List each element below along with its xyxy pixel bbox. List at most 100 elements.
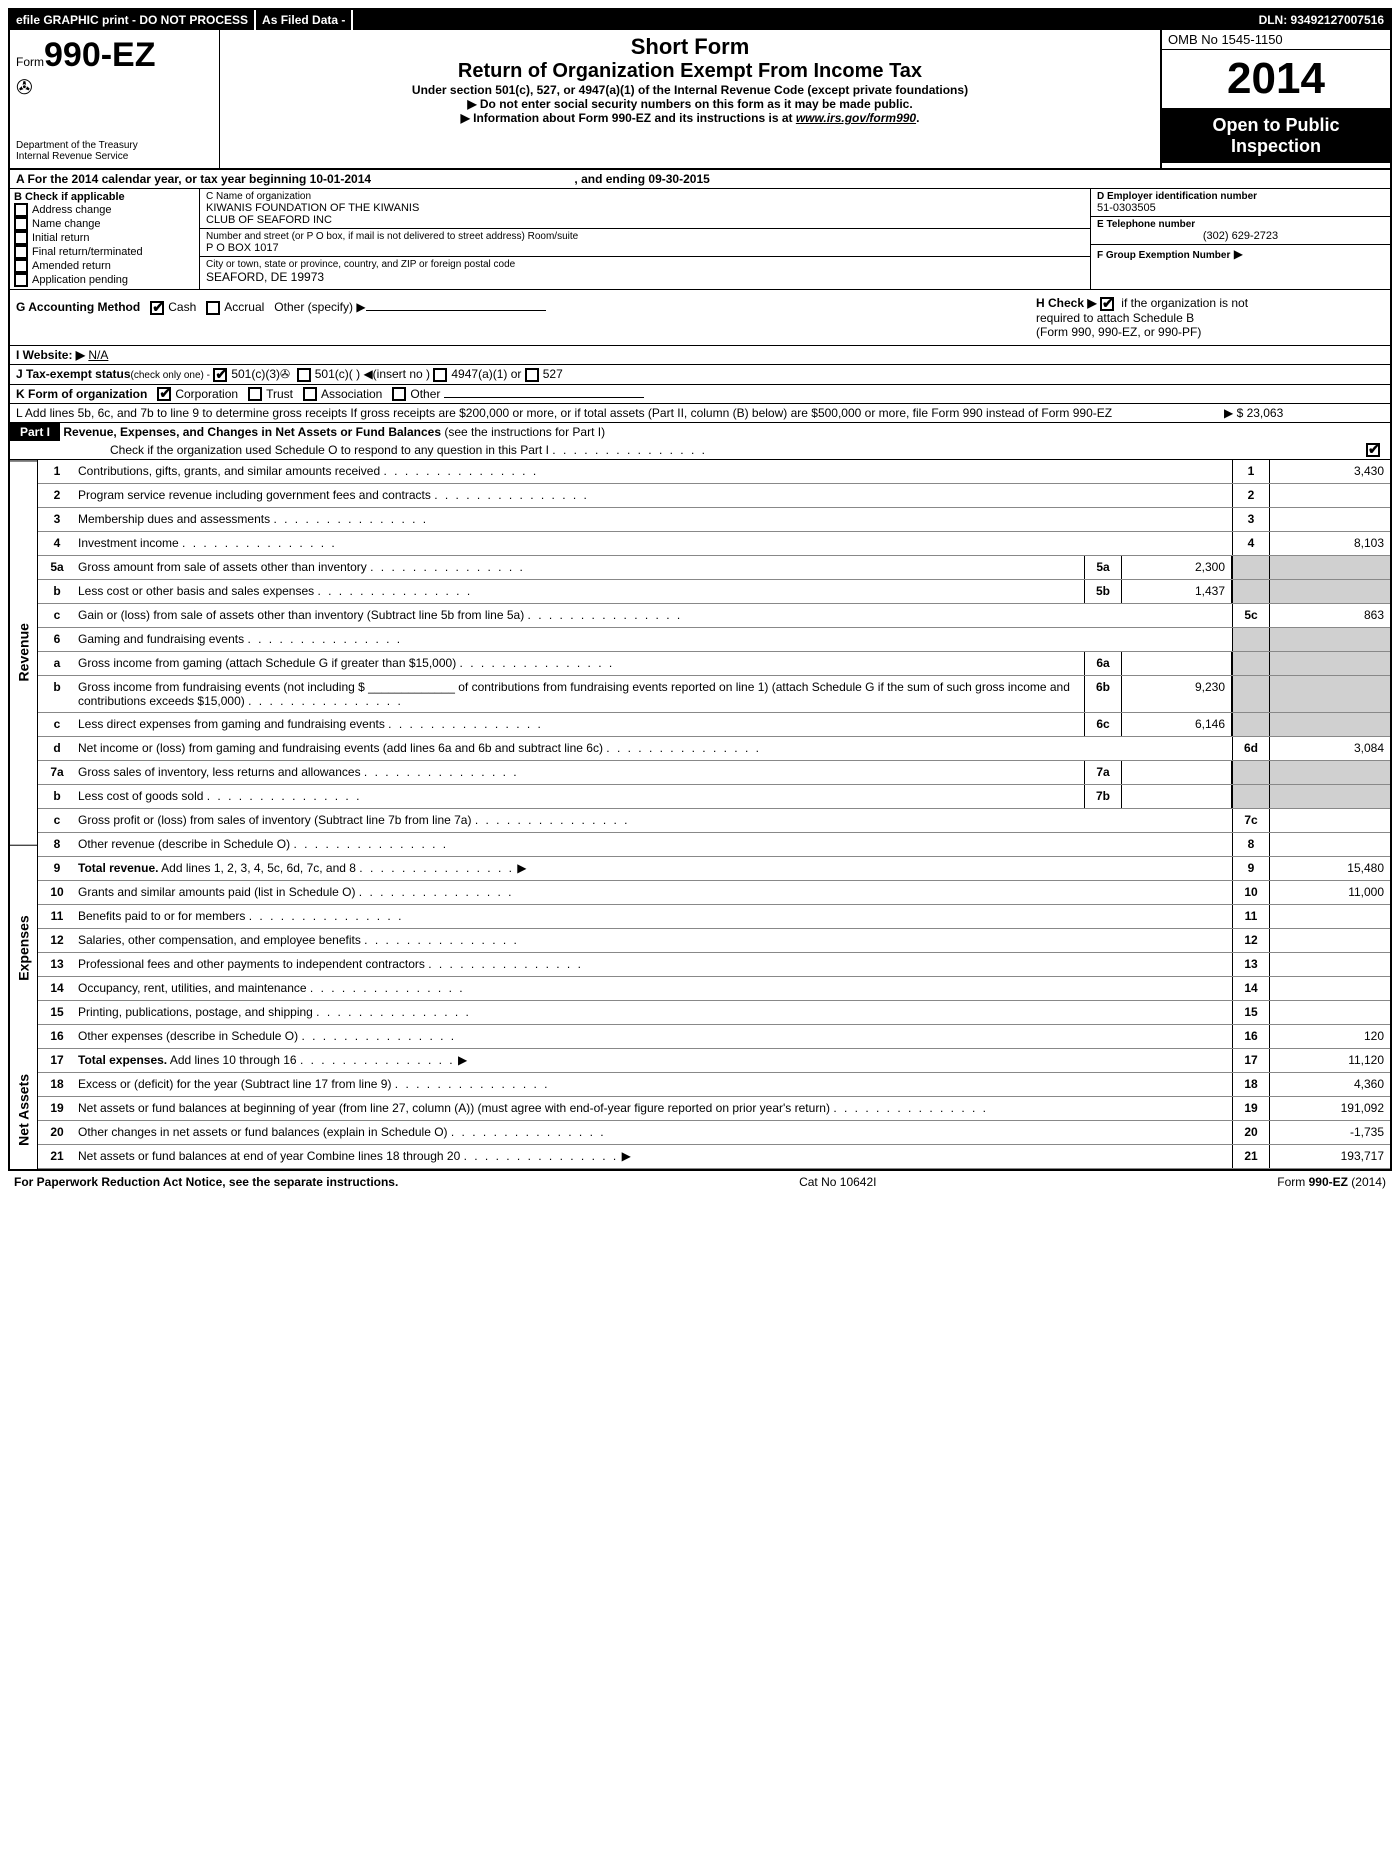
checkbox-other[interactable] <box>392 387 406 401</box>
line-desc: Net assets or fund balances at end of ye… <box>76 1145 1232 1168</box>
form-footer: For Paperwork Reduction Act Notice, see … <box>8 1171 1392 1193</box>
right-val: 3,084 <box>1270 737 1390 760</box>
right-num <box>1232 652 1270 675</box>
line-num: 14 <box>38 977 76 1000</box>
org-name-1: KIWANIS FOUNDATION OF THE KIWANIS <box>206 202 1084 214</box>
checkbox-501c[interactable] <box>297 368 311 382</box>
right-val <box>1270 761 1390 784</box>
line-desc: Gross amount from sale of assets other t… <box>76 556 1084 579</box>
right-num: 12 <box>1232 929 1270 952</box>
line-i: I Website: ▶ N/A <box>10 346 1390 365</box>
b-amended-return: Amended return <box>14 259 195 273</box>
line-desc: Occupancy, rent, utilities, and maintena… <box>76 977 1232 1000</box>
right-num: 13 <box>1232 953 1270 976</box>
line-11: 11Benefits paid to or for members 11 <box>38 905 1390 929</box>
line-num: b <box>38 676 76 712</box>
checkbox-association[interactable] <box>303 387 317 401</box>
right-num: 20 <box>1232 1121 1270 1144</box>
part1-body: Revenue Expenses Net Assets 1Contributio… <box>10 460 1390 1169</box>
col-c: C Name of organization KIWANIS FOUNDATIO… <box>200 189 1090 289</box>
line-num: 1 <box>38 460 76 483</box>
line-num: c <box>38 604 76 627</box>
footer-cat: Cat No 10642I <box>799 1175 876 1189</box>
b-initial-return: Initial return <box>14 231 195 245</box>
line-desc: Other changes in net assets or fund bala… <box>76 1121 1232 1144</box>
right-num: 21 <box>1232 1145 1270 1168</box>
right-val <box>1270 953 1390 976</box>
line-6: 6Gaming and fundraising events <box>38 628 1390 652</box>
line-num: 11 <box>38 905 76 928</box>
topbar-left: efile GRAPHIC print - DO NOT PROCESS <box>10 10 254 30</box>
checkbox-accrual[interactable] <box>206 301 220 315</box>
checkbox-schedule-o[interactable] <box>1366 443 1380 457</box>
line-desc: Printing, publications, postage, and shi… <box>76 1001 1232 1024</box>
checkbox-application-pending[interactable] <box>14 273 28 287</box>
checkbox-address-change[interactable] <box>14 203 28 217</box>
header-mid: Short Form Return of Organization Exempt… <box>220 30 1160 168</box>
omb-number: OMB No 1545-1150 <box>1162 30 1390 50</box>
line-20: 20Other changes in net assets or fund ba… <box>38 1121 1390 1145</box>
line-5a: 5aGross amount from sale of assets other… <box>38 556 1390 580</box>
phone: (302) 629-2723 <box>1097 230 1384 242</box>
line-num: 5a <box>38 556 76 579</box>
b-application-pending: Application pending <box>14 273 195 287</box>
line-num: 16 <box>38 1025 76 1048</box>
right-num: 9 <box>1232 857 1270 880</box>
right-num: 6d <box>1232 737 1270 760</box>
line-8: 8Other revenue (describe in Schedule O) … <box>38 833 1390 857</box>
right-val <box>1270 977 1390 1000</box>
irs-link[interactable]: www.irs.gov/form990 <box>796 111 916 125</box>
part1-header: Part I Revenue, Expenses, and Changes in… <box>10 423 1390 460</box>
line-l: L Add lines 5b, 6c, and 7b to line 9 to … <box>10 404 1390 423</box>
line-num: 9 <box>38 857 76 880</box>
checkbox-corporation[interactable] <box>157 387 171 401</box>
checkbox-cash[interactable] <box>150 301 164 315</box>
form-container: efile GRAPHIC print - DO NOT PROCESS As … <box>8 8 1392 1171</box>
mid-val: 6,146 <box>1122 713 1232 736</box>
line-desc: Salaries, other compensation, and employ… <box>76 929 1232 952</box>
right-num: 10 <box>1232 881 1270 904</box>
checkbox-amended-return[interactable] <box>14 259 28 273</box>
line-desc: Less cost or other basis and sales expen… <box>76 580 1084 603</box>
line-desc: Gaming and fundraising events <box>76 628 1232 651</box>
b-final-return: Final return/terminated <box>14 245 195 259</box>
line-10: 10Grants and similar amounts paid (list … <box>38 881 1390 905</box>
line-c: cGross profit or (loss) from sales of in… <box>38 809 1390 833</box>
checkbox-501c3[interactable] <box>213 368 227 382</box>
part1-check-line: Check if the organization used Schedule … <box>10 441 1390 459</box>
checkbox-trust[interactable] <box>248 387 262 401</box>
right-val <box>1270 833 1390 856</box>
line-desc: Total revenue. Add lines 1, 2, 3, 4, 5c,… <box>76 857 1232 880</box>
mid-val <box>1122 785 1232 808</box>
title-section: Under section 501(c), 527, or 4947(a)(1)… <box>230 83 1150 97</box>
line-desc: Net assets or fund balances at beginning… <box>76 1097 1232 1120</box>
checkbox-initial-return[interactable] <box>14 231 28 245</box>
right-val: 193,717 <box>1270 1145 1390 1168</box>
line-desc: Program service revenue including govern… <box>76 484 1232 507</box>
line-num: 3 <box>38 508 76 531</box>
vlabel-expenses: Expenses <box>10 845 37 1050</box>
right-val <box>1270 713 1390 736</box>
right-val <box>1270 905 1390 928</box>
line-d: dNet income or (loss) from gaming and fu… <box>38 737 1390 761</box>
right-num: 7c <box>1232 809 1270 832</box>
right-val <box>1270 580 1390 603</box>
checkbox-final-return[interactable] <box>14 245 28 259</box>
right-val: 863 <box>1270 604 1390 627</box>
right-val <box>1270 484 1390 507</box>
part1-label: Part I <box>10 423 60 441</box>
checkbox-4947[interactable] <box>433 368 447 382</box>
checkbox-h[interactable] <box>1100 297 1114 311</box>
right-val <box>1270 1001 1390 1024</box>
line-num: 7a <box>38 761 76 784</box>
right-num <box>1232 761 1270 784</box>
mid-num: 5b <box>1084 580 1122 603</box>
dept-treasury: Department of the Treasury <box>16 140 213 151</box>
mid-num: 7b <box>1084 785 1122 808</box>
right-num: 15 <box>1232 1001 1270 1024</box>
right-val: 8,103 <box>1270 532 1390 555</box>
line-a: A For the 2014 calendar year, or tax yea… <box>10 170 1390 189</box>
checkbox-name-change[interactable] <box>14 217 28 231</box>
checkbox-527[interactable] <box>525 368 539 382</box>
right-val: 11,120 <box>1270 1049 1390 1072</box>
